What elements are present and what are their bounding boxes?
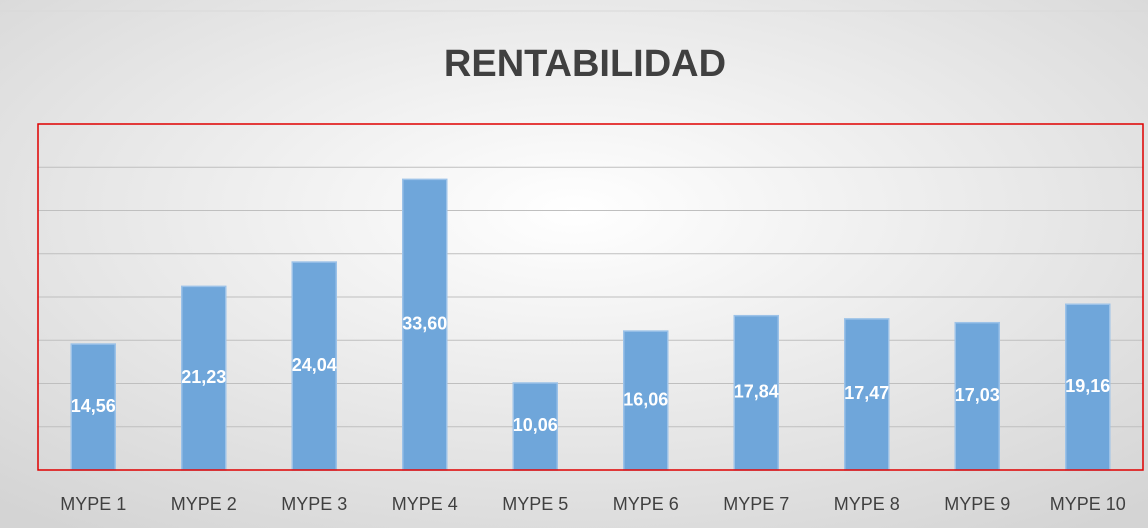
bar bbox=[844, 318, 890, 471]
data-label: 19,16 bbox=[1065, 376, 1110, 396]
bar bbox=[70, 343, 116, 471]
data-label: 17,03 bbox=[955, 385, 1000, 405]
x-tick-label: MYPE 7 bbox=[723, 494, 789, 514]
data-label: 33,60 bbox=[402, 313, 447, 333]
bar bbox=[954, 321, 1000, 471]
x-tick-label: MYPE 8 bbox=[834, 494, 900, 514]
plot-border bbox=[37, 123, 1144, 471]
bar bbox=[512, 382, 558, 471]
data-label: 16,06 bbox=[623, 389, 668, 409]
x-tick-label: MYPE 5 bbox=[502, 494, 568, 514]
x-tick-label: MYPE 9 bbox=[944, 494, 1010, 514]
x-tick-label: MYPE 10 bbox=[1050, 494, 1126, 514]
x-tick-label: MYPE 2 bbox=[171, 494, 237, 514]
data-label: 17,47 bbox=[844, 383, 889, 403]
data-label: 21,23 bbox=[181, 367, 226, 387]
x-tick-label: MYPE 1 bbox=[60, 494, 126, 514]
data-label: 17,84 bbox=[734, 382, 779, 402]
data-label: 24,04 bbox=[292, 355, 337, 375]
data-label: 14,56 bbox=[71, 396, 116, 416]
data-label: 10,06 bbox=[513, 415, 558, 435]
bar bbox=[733, 314, 779, 471]
chart-title: RENTABILIDAD bbox=[444, 43, 726, 85]
x-tick-label: MYPE 6 bbox=[613, 494, 679, 514]
x-tick-label: MYPE 3 bbox=[281, 494, 347, 514]
bar bbox=[291, 261, 337, 471]
x-tick-label: MYPE 4 bbox=[392, 494, 458, 514]
